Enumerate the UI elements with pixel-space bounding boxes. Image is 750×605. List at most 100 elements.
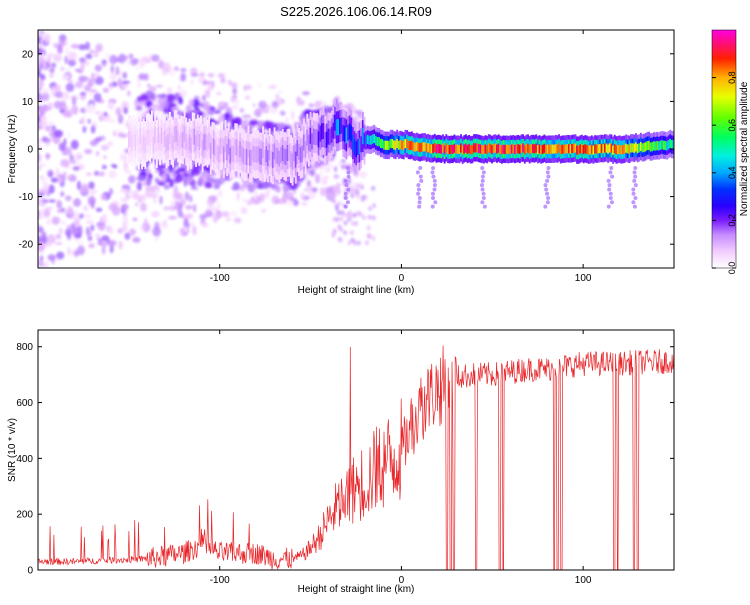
heatmap-cell xyxy=(240,206,248,215)
heatmap-cell xyxy=(64,55,68,65)
heatmap-cell xyxy=(471,144,474,155)
heatmap-cell xyxy=(209,177,216,183)
heatmap-cell xyxy=(258,148,261,165)
heatmap-cell xyxy=(38,44,46,48)
heatmap-cell xyxy=(505,144,508,154)
heatmap-cell xyxy=(204,171,210,178)
heatmap-cell xyxy=(617,145,619,155)
heatmap-cell xyxy=(335,182,340,192)
heatmap-cell xyxy=(65,195,72,202)
colorbar-gradient xyxy=(711,29,737,269)
heatmap-cell xyxy=(160,127,163,144)
heatmap-cell xyxy=(178,134,181,151)
heatmap-cell xyxy=(154,127,157,144)
heatmap-cell xyxy=(260,100,266,107)
heatmap-cell xyxy=(77,245,86,256)
heatmap-cell xyxy=(333,174,340,179)
heatmap-cell xyxy=(68,51,77,61)
heatmap-cell xyxy=(435,144,438,154)
heatmap-cell xyxy=(117,114,124,124)
heatmap-cell xyxy=(342,212,347,218)
heatmap-cell xyxy=(38,235,42,244)
heatmap-cell xyxy=(118,240,123,250)
heatmap-cell xyxy=(420,142,423,152)
heatmap-cell xyxy=(409,141,412,151)
heatmap-cell xyxy=(230,82,238,88)
heatmap-cell xyxy=(361,128,364,145)
heatmap-cell xyxy=(517,144,520,154)
heatmap-cell xyxy=(300,191,305,201)
heatmap-cell xyxy=(86,172,92,176)
heatmap-cell xyxy=(666,141,669,151)
heatmap-cell xyxy=(487,143,490,153)
heatmap-cell xyxy=(247,183,256,193)
heatmap-cell xyxy=(271,106,278,114)
heatmap-cell xyxy=(345,127,348,144)
heatmap-cell xyxy=(58,34,67,42)
heatmap-cell xyxy=(577,145,580,155)
heatmap-cell xyxy=(125,61,132,65)
heatmap-cell xyxy=(549,144,552,154)
heatmap-cell xyxy=(607,144,610,154)
heatmap-cell xyxy=(340,117,343,134)
heatmap-cell xyxy=(100,240,108,248)
heatmap-cell xyxy=(60,191,65,197)
heatmap-cell xyxy=(185,204,193,210)
heatmap-cell xyxy=(544,187,549,192)
heatmap-cell xyxy=(215,92,222,96)
heatmap-cell xyxy=(235,218,239,224)
heatmap-cell xyxy=(445,143,448,153)
heatmap-cell xyxy=(383,140,386,150)
heatmap-cell xyxy=(38,137,42,143)
heatmap-cell xyxy=(200,131,202,148)
heatmap-cell xyxy=(127,90,131,97)
heatmap-cell xyxy=(90,224,95,232)
heatmap-cell xyxy=(173,126,176,143)
heatmap-cell xyxy=(233,181,240,191)
heatmap-cell xyxy=(648,140,651,151)
heatmap-cell xyxy=(164,166,170,174)
heatmap-cell xyxy=(327,128,330,145)
heatmap-cell xyxy=(41,235,48,244)
x-tick-label: 0 xyxy=(399,575,405,586)
colorbar-tick-label: 0.0 xyxy=(727,262,737,275)
heatmap-cell xyxy=(230,105,239,110)
heatmap-cell xyxy=(123,161,129,171)
heatmap-cell xyxy=(585,144,588,154)
heatmap-cell xyxy=(235,139,238,156)
heatmap-cell xyxy=(89,139,98,147)
heatmap-cell xyxy=(527,143,530,153)
heatmap-cell xyxy=(581,143,583,153)
heatmap-cell xyxy=(319,125,322,142)
heatmap-cell xyxy=(427,143,430,153)
heatmap-cell xyxy=(378,137,381,147)
heatmap-cell xyxy=(343,191,348,196)
heatmap-cell xyxy=(142,134,145,151)
heatmap-cell xyxy=(235,97,240,107)
heatmap-cell xyxy=(38,162,48,168)
heatmap-cell xyxy=(626,144,629,154)
heatmap-cell xyxy=(128,131,130,148)
heatmap-cell xyxy=(558,143,561,153)
heatmap-cell xyxy=(646,141,649,151)
heatmap-cell xyxy=(55,233,62,240)
heatmap-cell xyxy=(514,144,516,155)
heatmap-cell xyxy=(93,92,102,102)
heatmap-cell xyxy=(546,174,551,179)
heatmap-cell xyxy=(510,144,513,154)
heatmap-cell xyxy=(157,181,166,186)
heatmap-cell xyxy=(131,190,140,200)
heatmap-cell xyxy=(163,62,171,73)
heatmap-cell xyxy=(608,143,611,153)
heatmap-cell xyxy=(38,30,42,38)
colorbar-label: Normalized spectral amplitude xyxy=(739,81,750,216)
heatmap-cell xyxy=(243,119,248,125)
heatmap-cell xyxy=(144,137,147,154)
heatmap-cell xyxy=(131,134,134,151)
heatmap-cell xyxy=(73,218,80,227)
heatmap-cell xyxy=(95,150,100,157)
heatmap-cell xyxy=(548,144,551,154)
heatmap-cell xyxy=(606,178,611,183)
heatmap-cell xyxy=(90,125,96,134)
heatmap-cell xyxy=(638,143,641,153)
